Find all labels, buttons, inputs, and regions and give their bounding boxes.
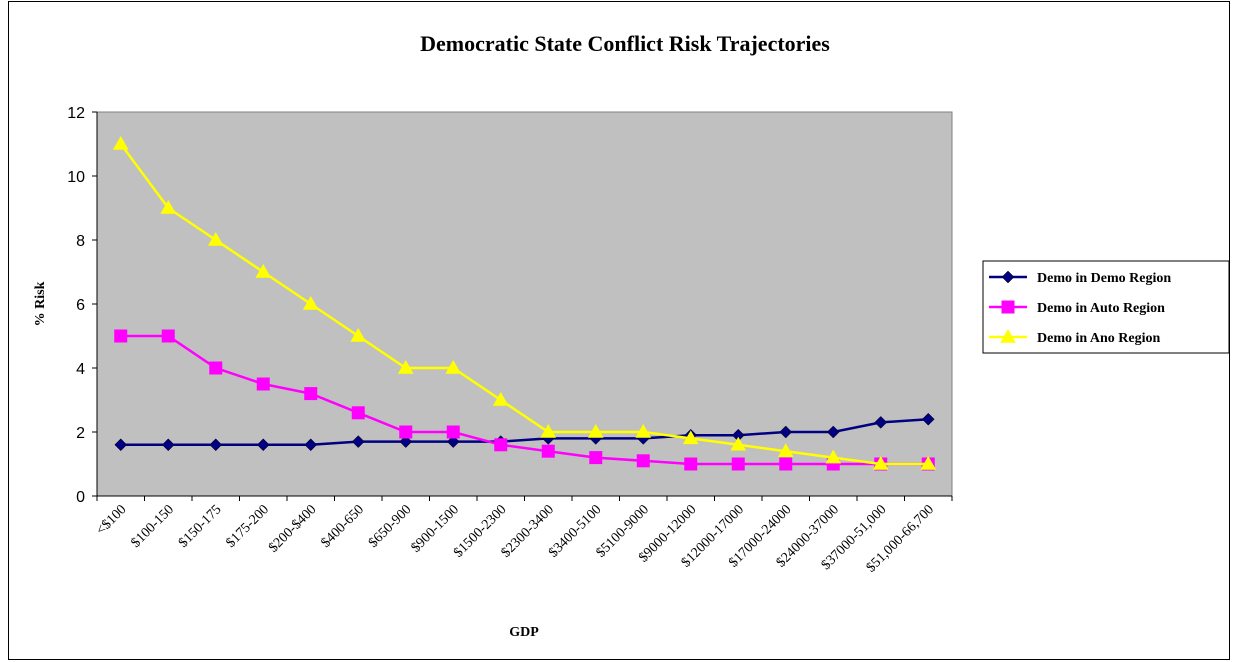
data-point [161, 329, 175, 343]
data-point [635, 423, 652, 438]
x-tick-label: $150-175 [176, 502, 225, 551]
y-tick-label: 10 [67, 169, 85, 186]
data-point [777, 443, 794, 457]
y-tick-label: 6 [76, 297, 85, 314]
y-axis-title: % Risk [33, 281, 48, 326]
data-point [730, 436, 747, 451]
x-axis-title: GDP [509, 625, 539, 640]
legend-label: Demo in Auto Region [1037, 301, 1165, 316]
legend: Demo in Demo Region Demo in Auto Region De… [982, 260, 1230, 354]
data-point [446, 425, 460, 439]
data-point [161, 438, 175, 452]
data-point [256, 438, 270, 452]
series-2 [114, 329, 935, 471]
data-point [112, 135, 129, 150]
data-point [399, 435, 413, 448]
data-point [541, 444, 555, 458]
data-point [779, 457, 793, 471]
data-point [160, 199, 177, 214]
data-point [114, 438, 128, 452]
data-point [874, 416, 888, 429]
data-point [494, 438, 508, 452]
series-line [120, 334, 929, 466]
data-point [826, 425, 840, 439]
plot-area [96, 111, 953, 497]
data-point [256, 377, 270, 391]
series-line [119, 143, 929, 466]
legend-item: Demo in Demo Region [989, 270, 1171, 286]
data-point [304, 387, 318, 401]
data-point [255, 263, 272, 278]
legend-marker [1001, 300, 1015, 314]
x-tick-label: $400-650 [319, 502, 368, 551]
data-point [445, 359, 462, 374]
data-point [304, 438, 318, 452]
x-tick-label: $100-150 [129, 502, 178, 551]
data-point [446, 435, 460, 448]
legend-marker [1001, 270, 1015, 284]
legend-label: Demo in Demo Region [1037, 271, 1171, 286]
data-point [779, 425, 793, 439]
y-tick-label: 4 [76, 361, 85, 378]
x-tick-label: $650-900 [366, 502, 415, 551]
y-tick-label: 0 [76, 489, 85, 506]
y-tick-label: 12 [67, 105, 85, 122]
y-tick-label: 2 [76, 425, 85, 442]
legend-label: Demo in Ano Region [1037, 331, 1161, 346]
data-point [636, 454, 650, 468]
data-point [351, 435, 365, 448]
data-point [540, 423, 557, 438]
legend-item: Demo in Ano Region [989, 328, 1161, 346]
data-point [302, 295, 319, 310]
data-point [209, 438, 223, 452]
data-point [921, 412, 935, 426]
data-point [207, 231, 224, 246]
series-layer [112, 135, 937, 471]
data-point [114, 329, 128, 343]
data-point [209, 361, 223, 375]
data-point [350, 327, 367, 342]
series-3 [112, 135, 937, 470]
chart-title: Democratic State Conflict Risk Trajector… [420, 31, 830, 56]
data-point [351, 406, 365, 420]
x-tick-label: <$100 [94, 502, 130, 538]
data-point [589, 451, 603, 465]
data-point [731, 457, 745, 471]
x-tick-label: $200-$400 [266, 502, 320, 556]
data-point [825, 449, 842, 464]
data-point [872, 455, 889, 470]
series-line [120, 417, 929, 447]
legend-marker [1000, 328, 1016, 343]
y-tick-label: 8 [76, 233, 85, 250]
data-point [397, 359, 414, 374]
data-point [399, 425, 413, 439]
data-point [920, 455, 937, 470]
legend-item: Demo in Auto Region [989, 300, 1165, 316]
x-tick-label: $175-200 [224, 502, 273, 551]
data-point [682, 430, 699, 445]
data-point [684, 457, 698, 471]
data-point [587, 423, 604, 438]
data-point [492, 391, 509, 406]
